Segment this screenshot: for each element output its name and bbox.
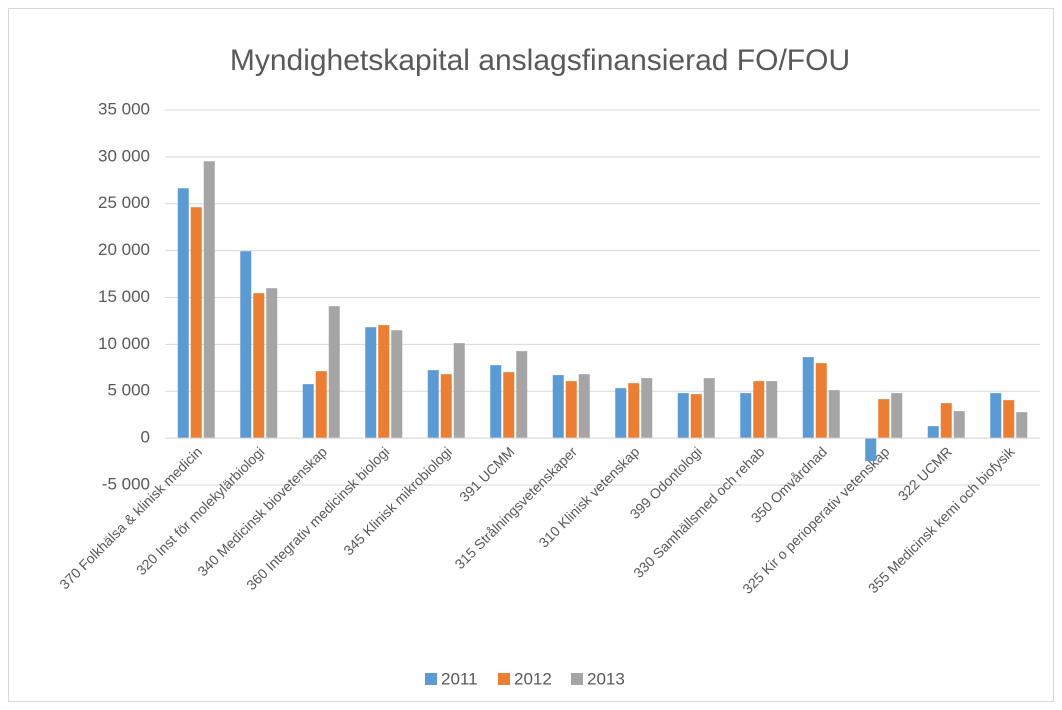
bar xyxy=(753,381,765,439)
y-tick-label: 0 xyxy=(141,428,150,447)
legend-label: 2013 xyxy=(587,669,625,688)
legend-swatch xyxy=(498,673,510,685)
bar xyxy=(740,393,752,439)
bar xyxy=(703,378,715,439)
bar xyxy=(615,388,627,439)
bar xyxy=(1016,412,1028,439)
y-tick-label: 25 000 xyxy=(98,193,150,212)
legend-label: 2012 xyxy=(514,669,552,688)
y-tick-label: 30 000 xyxy=(98,146,150,165)
bar xyxy=(302,384,314,439)
bar xyxy=(427,370,439,439)
bar xyxy=(177,188,189,439)
y-tick-label: -5 000 xyxy=(102,474,150,493)
legend-label: 2011 xyxy=(441,669,478,688)
y-tick-label: 5 000 xyxy=(107,381,150,400)
y-tick-label: 15 000 xyxy=(98,287,150,306)
bar xyxy=(391,330,403,439)
y-tick-label: 35 000 xyxy=(98,99,150,118)
bar xyxy=(453,343,465,439)
bar xyxy=(328,306,340,439)
bar xyxy=(940,403,952,439)
bar xyxy=(578,374,590,439)
bar xyxy=(815,363,827,439)
bar xyxy=(490,365,502,439)
bar xyxy=(315,371,327,439)
bar xyxy=(203,161,215,439)
bar xyxy=(891,393,903,439)
bar xyxy=(878,399,890,439)
bar xyxy=(802,357,814,439)
bar xyxy=(641,378,653,439)
bar xyxy=(828,390,840,439)
chart-frame xyxy=(8,8,1054,702)
bar xyxy=(1003,400,1015,439)
bar xyxy=(240,251,252,439)
bar xyxy=(565,381,577,439)
y-tick-label: 10 000 xyxy=(98,334,150,353)
bar xyxy=(990,393,1002,439)
chart-title: Myndighetskapital anslagsfinansierad FO/… xyxy=(230,44,850,77)
bar xyxy=(253,293,265,439)
bar xyxy=(503,372,515,439)
bar xyxy=(677,393,689,439)
bar xyxy=(953,411,965,439)
bar xyxy=(190,207,202,439)
bar xyxy=(378,325,390,439)
bar xyxy=(865,438,877,462)
legend-swatch xyxy=(571,673,583,685)
bar xyxy=(365,327,377,439)
bar xyxy=(766,381,778,439)
bar xyxy=(266,288,278,439)
bar xyxy=(552,375,564,439)
bar xyxy=(927,426,939,439)
bar xyxy=(628,383,640,439)
legend-swatch xyxy=(425,673,437,685)
y-tick-label: 20 000 xyxy=(98,240,150,259)
bar xyxy=(690,394,702,439)
bar xyxy=(516,351,528,439)
bar xyxy=(440,374,452,439)
